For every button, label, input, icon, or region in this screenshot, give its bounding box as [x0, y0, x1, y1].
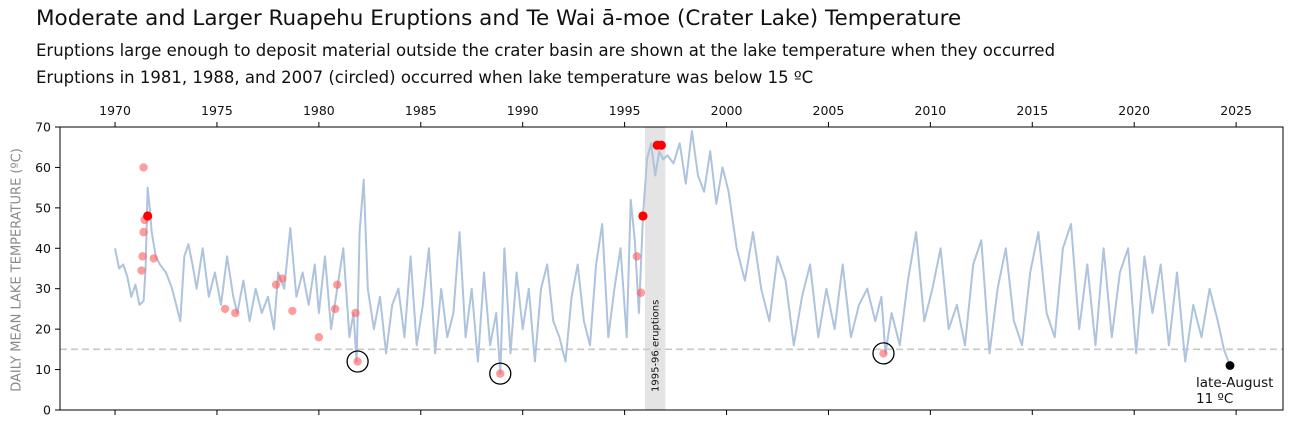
x-tick-label: 1980: [303, 103, 335, 118]
eruption-point: [139, 163, 148, 172]
eruption-point: [636, 288, 646, 297]
x-tick-label: 2000: [711, 103, 743, 118]
eruption-point: [220, 304, 230, 314]
chart-subtitle-2: Eruptions in 1981, 1988, and 2007 (circl…: [36, 68, 814, 87]
latest-reading-point: [1225, 361, 1235, 370]
y-tick-label: 0: [43, 403, 51, 418]
x-tick-label: 2010: [914, 103, 946, 118]
y-tick-label: 40: [35, 241, 51, 256]
x-tick-label: 2015: [1016, 103, 1048, 118]
eruption-point: [314, 333, 324, 342]
x-tick-label: 1970: [99, 103, 131, 118]
eruption-point: [333, 280, 342, 289]
eruption-point: [353, 357, 362, 366]
eruption-point-bold: [638, 211, 648, 221]
eruption-point: [330, 304, 340, 314]
y-tick-label: 50: [35, 200, 51, 215]
y-tick-label: 60: [35, 160, 51, 175]
circled-eruption-ring: [872, 342, 895, 365]
eruption-point: [496, 369, 505, 378]
y-tick-label: 20: [35, 322, 51, 337]
eruption-point: [138, 252, 147, 261]
eruption-point: [351, 308, 360, 318]
chart-title: Moderate and Larger Ruapehu Eruptions an…: [36, 6, 962, 31]
eruption-point: [137, 266, 146, 275]
x-tick-label: 1975: [201, 103, 233, 118]
eruption-span-label: 1995-96 eruptions: [651, 300, 662, 392]
eruption-span-shade: [645, 127, 666, 410]
latest-reading-label-1: late-August: [1196, 375, 1273, 391]
chart-subtitle-1: Eruptions large enough to deposit materi…: [36, 41, 1056, 60]
latest-reading-label-2: 11 ºC: [1196, 391, 1233, 407]
x-tick-label: 2020: [1118, 103, 1150, 118]
eruption-point: [271, 280, 281, 289]
eruption-point: [879, 349, 888, 358]
y-tick-label: 70: [35, 120, 51, 135]
temperature-series-line: [114, 130, 1231, 375]
x-tick-label: 2025: [1220, 103, 1252, 118]
eruption-point: [139, 227, 148, 237]
x-tick-label: 1990: [507, 103, 539, 118]
eruption-point-bold: [656, 140, 666, 150]
x-tick-label: 1985: [405, 103, 437, 118]
eruption-point: [632, 252, 642, 261]
eruption-point: [288, 306, 297, 316]
eruption-point: [231, 308, 240, 318]
circled-eruption-ring: [346, 350, 369, 373]
eruption-point: [149, 254, 158, 263]
x-tick-label: 2005: [813, 103, 845, 118]
x-tick-label: 1995: [609, 103, 641, 118]
y-tick-label: 10: [35, 362, 51, 377]
plot-frame: [59, 126, 1284, 411]
circled-eruption-ring: [489, 362, 512, 385]
eruption-point: [277, 274, 287, 283]
y-tick-label: 30: [35, 281, 51, 296]
eruption-point-bold: [143, 211, 153, 221]
